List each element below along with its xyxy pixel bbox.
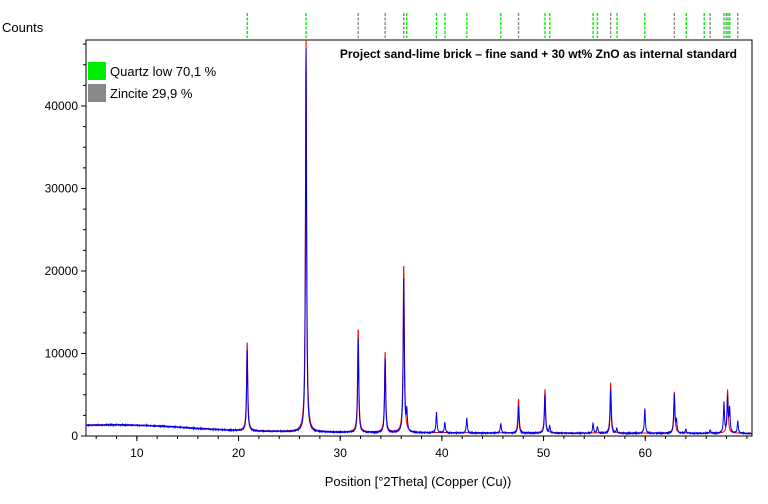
y-tick-label: 10000 (45, 347, 79, 361)
y-tick-label: 40000 (45, 99, 79, 113)
x-tick-label: 10 (130, 446, 144, 460)
legend-label-quartz: Quartz low 70,1 % (110, 64, 217, 79)
y-axis-ticks: 0 10000 20000 30000 40000 (45, 43, 86, 443)
reference-lines (246, 13, 739, 38)
plot-area (85, 39, 753, 437)
legend: Quartz low 70,1 % Zincite 29,9 % (88, 62, 217, 102)
x-axis-ticks: 10 20 30 40 50 60 (95, 436, 748, 460)
x-tick-label: 60 (639, 446, 653, 460)
x-tick-label: 50 (537, 446, 551, 460)
x-tick-label: 30 (334, 446, 348, 460)
y-tick-label: 30000 (45, 182, 79, 196)
x-axis-title: Position [°2Theta] (Copper (Cu)) (325, 474, 512, 489)
series-line-observed (85, 47, 753, 436)
y-axis-title: Counts (2, 20, 44, 35)
x-tick-label: 40 (435, 446, 449, 460)
legend-swatch-zincite (88, 84, 106, 102)
series-group (85, 39, 753, 436)
y-tick-label: 20000 (45, 264, 79, 278)
chart-annotation: Project sand-lime brick – fine sand + 30… (340, 47, 737, 61)
legend-label-zincite: Zincite 29,9 % (110, 86, 193, 101)
x-tick-label: 20 (232, 446, 246, 460)
legend-swatch-quartz (88, 62, 106, 80)
y-tick-label: 0 (71, 429, 78, 443)
